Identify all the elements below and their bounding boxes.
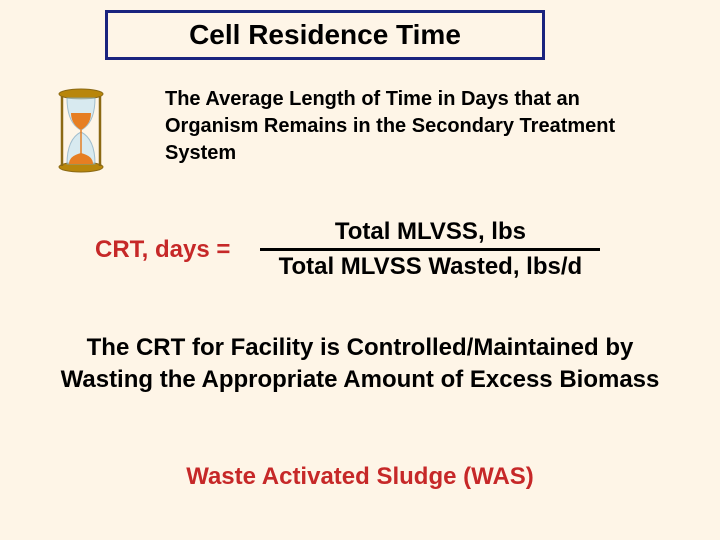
title-box: Cell Residence Time <box>105 10 545 60</box>
was-text: Waste Activated Sludge (WAS) <box>0 463 720 491</box>
page-title: Cell Residence Time <box>108 19 542 51</box>
fraction-line <box>260 248 600 251</box>
hourglass-icon <box>55 88 107 173</box>
formula-label: CRT, days = <box>95 236 230 264</box>
denominator: Total MLVSS Wasted, lbs/d <box>279 253 583 281</box>
fraction: Total MLVSS, lbs Total MLVSS Wasted, lbs… <box>260 218 600 281</box>
controlled-text: The CRT for Facility is Controlled/Maint… <box>50 332 670 397</box>
formula-container: CRT, days = Total MLVSS, lbs Total MLVSS… <box>95 218 600 281</box>
numerator: Total MLVSS, lbs <box>335 218 526 246</box>
definition-text: The Average Length of Time in Days that … <box>165 86 635 167</box>
